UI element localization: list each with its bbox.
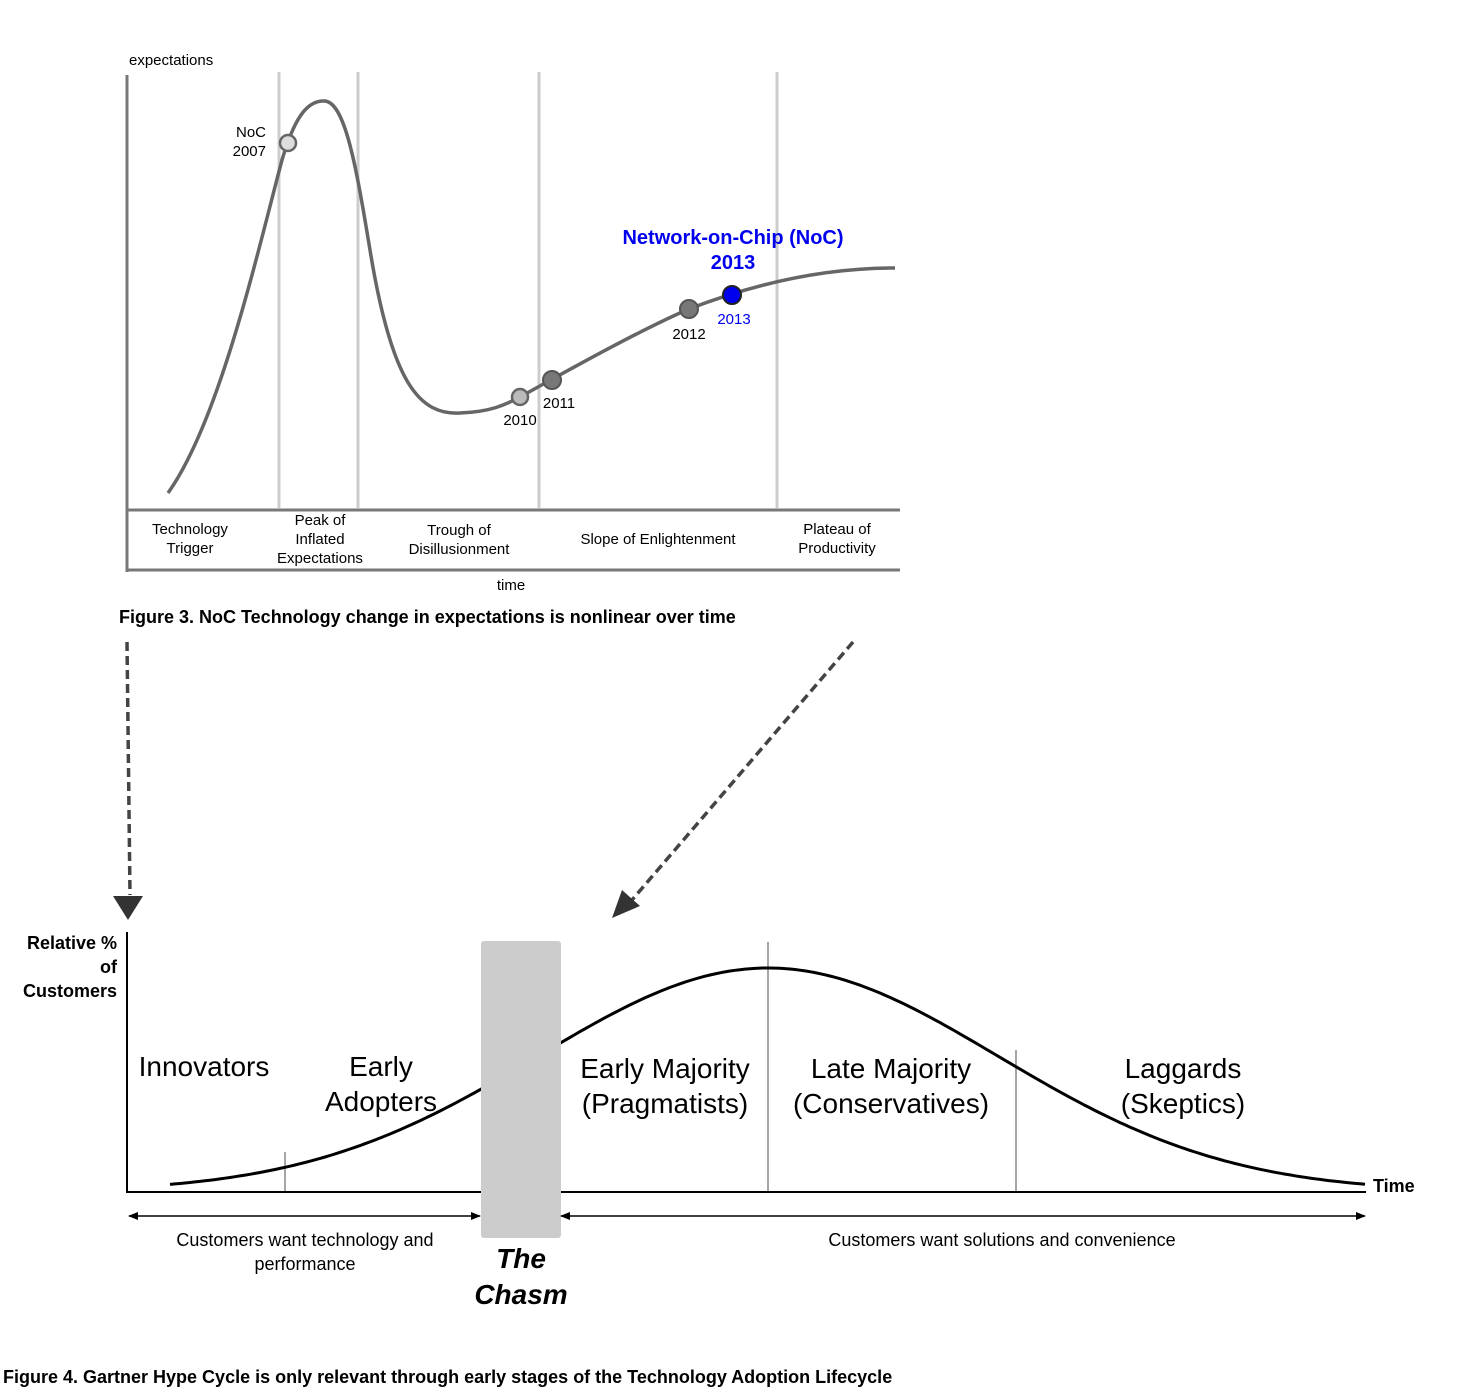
hype-axes <box>125 75 900 572</box>
point-label: NoC 2007 <box>232 124 266 160</box>
chasm-band <box>481 941 561 1238</box>
x-axis-label: time <box>496 577 526 594</box>
segment-label: Early Majority (Pragmatists) <box>580 1053 750 1119</box>
point-label: 2013 <box>717 311 751 328</box>
phase-label: Slope of Enlightenment <box>580 531 736 548</box>
x-axis-label: Time <box>1373 1176 1415 1196</box>
phase-label: Peak of Inflated Expectations <box>277 512 363 567</box>
segment-label: Early Adopters <box>324 1051 438 1117</box>
adoption-dividers <box>284 942 1017 1192</box>
y-axis-label: Relative % of Customers <box>22 933 117 1001</box>
y-axis-label: expectations <box>129 52 214 69</box>
chasm-label: The Chasm <box>474 1243 568 1310</box>
left-note: Customers want technology and performanc… <box>176 1230 434 1274</box>
hype-curve <box>166 99 896 495</box>
phase-label: Plateau of Productivity <box>798 521 876 557</box>
point-2012 <box>679 299 699 319</box>
adoption-curve <box>169 966 1366 1186</box>
point-2011 <box>542 370 562 390</box>
adoption-axes <box>126 932 1366 1193</box>
point-2010 <box>510 387 530 407</box>
phase-label: Technology Trigger <box>152 521 228 557</box>
point-2013 <box>722 285 742 305</box>
caption: Figure 3. NoC Technology change in expec… <box>119 607 736 627</box>
segment-label: Innovators <box>138 1051 270 1082</box>
right-note: Customers want solutions and convenience <box>828 1230 1176 1250</box>
point-label: 2011 <box>542 395 576 412</box>
segment-label: Laggards (Skeptics) <box>1120 1053 1246 1119</box>
point-label: 2012 <box>672 326 706 343</box>
highlight-title: Network-on-Chip (NoC) <box>622 227 844 249</box>
caption: Figure 4. Gartner Hype Cycle is only rel… <box>3 1367 893 1387</box>
phase-label: Trough of Disillusionment <box>408 522 510 558</box>
hype-grid <box>277 72 779 508</box>
point-2007 <box>278 133 298 153</box>
connector-arrows <box>113 640 855 920</box>
point-label: 2010 <box>503 412 537 429</box>
highlight-year: 2013 <box>710 252 756 274</box>
segment-label: Late Majority (Conservatives) <box>792 1053 990 1119</box>
